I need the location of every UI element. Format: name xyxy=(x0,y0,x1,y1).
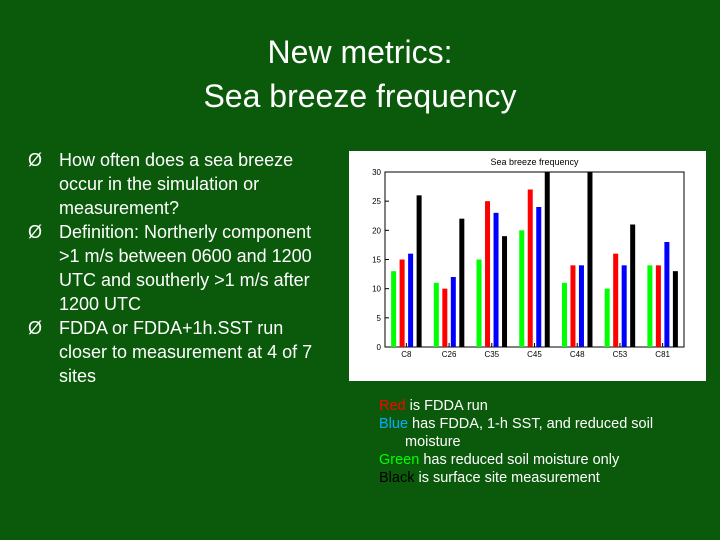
bar xyxy=(502,236,508,347)
y-tick-label: 20 xyxy=(372,226,381,235)
legend-green-word: Green xyxy=(379,452,420,468)
bar xyxy=(519,230,525,347)
x-tick-label: C81 xyxy=(655,350,670,359)
arrow-bullet-icon: Ø xyxy=(28,150,43,170)
y-tick-label: 10 xyxy=(372,285,381,294)
bar xyxy=(391,271,397,347)
legend-green-text: has reduced soil moisture only xyxy=(419,452,620,468)
legend-red-word: Red xyxy=(379,398,406,414)
legend-row-blue-cont: moisture xyxy=(405,434,461,450)
bar xyxy=(672,271,678,347)
legend-row-green: Green has reduced soil moisture only xyxy=(379,451,709,469)
bar xyxy=(647,265,653,347)
y-tick-label: 5 xyxy=(377,314,382,323)
bar xyxy=(544,172,550,347)
chart-panel: Sea breeze frequency 0 5 10 15 20 25 30 C8 C26 C35… xyxy=(349,151,706,381)
x-tick-label: C26 xyxy=(442,350,457,359)
bar xyxy=(613,253,619,347)
y-tick-label: 15 xyxy=(372,256,381,265)
legend-row-red: Red is FDDA run xyxy=(379,397,709,415)
x-tick-label: C48 xyxy=(570,350,585,359)
bar xyxy=(459,218,465,347)
legend-black-text: is surface site measurement xyxy=(414,470,600,486)
legend-black-word: Black xyxy=(379,470,415,486)
x-tick-label: C45 xyxy=(527,350,542,359)
bar xyxy=(536,207,542,347)
legend-red-text: is FDDA run xyxy=(405,398,488,414)
bar xyxy=(621,265,627,347)
y-tick-label: 30 xyxy=(372,168,381,177)
bar xyxy=(527,189,533,347)
x-tick-label: C35 xyxy=(484,350,499,359)
legend-row-black: Black is surface site measurement xyxy=(379,469,709,487)
bar xyxy=(416,195,422,347)
bar xyxy=(399,259,405,347)
chart-title: Sea breeze frequency xyxy=(490,157,579,167)
bullet-text: FDDA or FDDA+1h.SST run closer to measur… xyxy=(59,318,313,386)
bar xyxy=(570,265,576,347)
y-tick-label: 25 xyxy=(372,197,381,206)
bullet-item: Ø How often does a sea breeze occur in t… xyxy=(28,148,328,220)
bar xyxy=(578,265,584,347)
slide-title-line2: Sea breeze frequency xyxy=(203,78,517,114)
bar xyxy=(604,288,610,347)
plot-area xyxy=(384,171,685,348)
bar xyxy=(493,212,499,347)
bar xyxy=(450,277,456,347)
bar xyxy=(561,282,567,347)
bar xyxy=(630,224,636,347)
bullet-item: Ø Definition: Northerly component >1 m/s… xyxy=(28,220,328,316)
bar xyxy=(476,259,482,347)
x-tick-label: C8 xyxy=(401,350,412,359)
bar xyxy=(408,253,414,347)
bar xyxy=(655,265,661,347)
slide-title-line1: New metrics: xyxy=(267,34,453,70)
bar-chart: Sea breeze frequency 0 5 10 15 20 25 30 C8 C26 C35… xyxy=(372,157,685,359)
x-tick-label: C53 xyxy=(613,350,628,359)
bar xyxy=(664,242,670,347)
bullet-list: Ø How often does a sea breeze occur in t… xyxy=(28,148,328,388)
bar xyxy=(587,172,593,347)
legend-row-blue: Blue has FDDA, 1-h SST, and reduced soil xyxy=(379,415,709,433)
bar xyxy=(485,201,491,347)
bullet-item: Ø FDDA or FDDA+1h.SST run closer to meas… xyxy=(28,316,328,388)
y-tick-label: 0 xyxy=(377,343,382,352)
bar xyxy=(433,282,439,347)
bar xyxy=(442,288,448,347)
arrow-bullet-icon: Ø xyxy=(28,222,43,242)
legend: Red is FDDA run Blue has FDDA, 1-h SST, … xyxy=(379,397,709,487)
bullet-text: How often does a sea breeze occur in the… xyxy=(59,150,294,218)
legend-blue-text: has FDDA, 1-h SST, and reduced soil xyxy=(408,416,654,432)
bullet-text: Definition: Northerly component >1 m/s b… xyxy=(59,222,312,314)
legend-blue-word: Blue xyxy=(379,416,409,432)
arrow-bullet-icon: Ø xyxy=(28,318,43,338)
